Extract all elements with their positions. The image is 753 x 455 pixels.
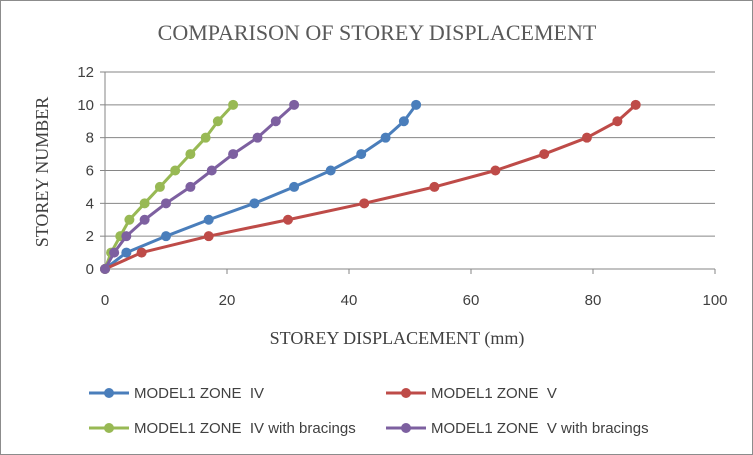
data-point-4-6 [206, 165, 217, 176]
x-tick-label-80: 80 [585, 292, 602, 309]
x-tick-label-40: 40 [341, 292, 358, 309]
chart-title: COMPARISON OF STOREY DISPLACEMENT [158, 20, 597, 45]
data-point-1-7 [356, 149, 367, 160]
data-point-3-9 [212, 116, 223, 127]
legend-label-3: MODEL1 ZONE IV with bracings [134, 420, 356, 437]
data-point-4-5 [185, 181, 196, 192]
legend-label-1: MODEL1 ZONE IV [134, 385, 264, 402]
data-point-2-6 [490, 165, 501, 176]
series-line-2 [104, 103, 637, 271]
series [100, 99, 641, 274]
data-point-3-5 [154, 181, 165, 192]
legend-item-2: MODEL1 ZONE V [386, 385, 557, 402]
data-point-3-8 [200, 132, 211, 143]
legend-item-1: MODEL1 ZONE IV [89, 385, 264, 402]
y-tick-label-6: 6 [86, 163, 94, 180]
data-point-4-2 [121, 231, 132, 242]
series-line-1 [104, 103, 418, 271]
y-tick-label-0: 0 [86, 261, 94, 278]
data-point-4-7 [228, 149, 239, 160]
data-point-1-10 [411, 99, 422, 110]
data-point-4-3 [139, 214, 150, 225]
data-point-2-4 [359, 198, 370, 209]
series-3 [100, 99, 239, 274]
y-tick-label-2: 2 [86, 228, 94, 245]
data-point-1-3 [203, 214, 214, 225]
axes [100, 71, 716, 274]
data-point-1-5 [289, 181, 300, 192]
data-point-3-10 [228, 99, 239, 110]
legend-marker-1 [104, 388, 114, 398]
legend-item-4: MODEL1 ZONE V with bracings [386, 420, 649, 437]
x-tick-label-0: 0 [101, 292, 109, 309]
data-point-2-10 [630, 99, 641, 110]
data-point-4-1 [109, 247, 120, 258]
data-point-1-1 [121, 247, 132, 258]
data-point-1-2 [161, 231, 171, 242]
legend-label-2: MODEL1 ZONE V [431, 385, 557, 402]
data-point-4-0 [100, 264, 110, 274]
tick-labels: 0 2 4 6 8 10 12 0 20 40 60 80 100 [77, 64, 727, 309]
legend: MODEL1 ZONE IV MODEL1 ZONE V MODEL1 ZONE I… [89, 385, 649, 437]
data-point-2-1 [136, 247, 147, 258]
data-point-1-4 [249, 198, 260, 209]
y-tick-label-8: 8 [86, 130, 94, 147]
data-point-1-8 [380, 132, 391, 143]
data-point-4-9 [270, 116, 281, 127]
series-1 [100, 99, 422, 274]
series-line-4 [103, 103, 296, 270]
x-axis-title: STOREY DISPLACEMENT (mm) [270, 328, 525, 349]
x-tick-label-20: 20 [219, 292, 236, 309]
legend-item-3: MODEL1 ZONE IV with bracings [89, 420, 356, 437]
data-point-1-6 [325, 165, 336, 176]
data-point-2-8 [581, 132, 592, 143]
y-tick-label-12: 12 [77, 64, 94, 81]
series-2 [100, 99, 641, 274]
data-point-2-7 [539, 149, 550, 160]
gridlines [105, 71, 715, 237]
data-point-3-7 [185, 149, 196, 160]
data-point-4-4 [161, 198, 171, 209]
y-axis-title: STOREY NUMBER [32, 97, 52, 248]
data-point-2-5 [429, 181, 440, 192]
legend-label-4: MODEL1 ZONE V with bracings [431, 420, 649, 437]
data-point-3-4 [139, 198, 150, 209]
series-4 [100, 99, 300, 274]
y-tick-label-4: 4 [86, 195, 94, 212]
legend-marker-2 [401, 388, 411, 398]
data-point-1-9 [398, 116, 409, 127]
data-point-2-9 [612, 116, 623, 127]
data-point-3-3 [124, 214, 135, 225]
data-point-2-3 [283, 214, 293, 225]
x-tick-label-100: 100 [702, 292, 727, 309]
legend-marker-4 [401, 423, 411, 433]
data-point-2-2 [203, 231, 214, 242]
data-point-4-8 [252, 132, 263, 143]
data-point-4-10 [289, 99, 300, 110]
x-tick-label-60: 60 [463, 292, 480, 309]
legend-marker-3 [104, 423, 114, 433]
data-point-3-6 [170, 165, 181, 176]
y-tick-label-10: 10 [77, 97, 94, 114]
